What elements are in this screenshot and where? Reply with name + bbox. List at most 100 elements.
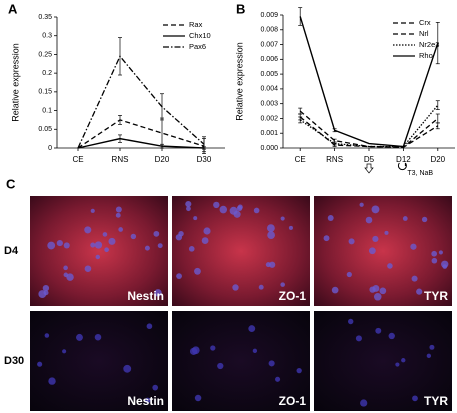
x-tick-label: D20: [430, 155, 445, 164]
nucleus: [355, 335, 362, 342]
row-label: D30: [4, 355, 24, 367]
nucleus: [153, 230, 160, 237]
x-tick-label: RNS: [112, 155, 129, 164]
micrograph: [30, 311, 168, 411]
nucleus: [44, 333, 50, 338]
y-tick-label: 0.3: [42, 33, 52, 40]
micrograph: [172, 311, 310, 411]
rotate-icon: [397, 162, 407, 171]
y-tick-label: 0.001: [260, 130, 278, 137]
y-tick-label: 0.007: [260, 41, 278, 48]
nucleus: [201, 237, 209, 244]
nucleus: [379, 287, 387, 295]
nucleus: [416, 288, 423, 295]
nucleus: [429, 344, 435, 350]
nucleus: [193, 216, 198, 221]
nucleus: [219, 205, 228, 214]
nucleus: [258, 284, 264, 290]
nucleus: [115, 212, 121, 218]
nucleus: [62, 349, 67, 354]
nucleus: [372, 235, 379, 243]
nucleus: [203, 227, 211, 235]
nucleus: [431, 250, 438, 257]
nucleus: [154, 289, 162, 297]
nucleus: [331, 286, 339, 294]
nucleus: [191, 346, 200, 355]
y-tick-label: 0: [48, 145, 52, 152]
nucleus: [194, 394, 202, 402]
y-tick-label: 0.15: [38, 89, 52, 96]
y-tick-label: 0.000: [260, 145, 278, 152]
stain-label: ZO-1: [279, 289, 307, 303]
nucleus: [123, 364, 132, 373]
nucleus: [108, 237, 116, 245]
nucleus: [66, 273, 74, 281]
legend-label: Nr2e3: [419, 40, 439, 49]
nucleus: [43, 290, 49, 296]
nucleus: [176, 273, 182, 280]
stain-label: Nestin: [127, 394, 164, 408]
x-tick-label: CE: [295, 155, 306, 164]
nucleus: [213, 201, 220, 209]
x-tick-label: D5: [364, 155, 375, 164]
nucleus: [90, 242, 96, 248]
nucleus: [236, 205, 243, 211]
nucleus: [395, 362, 400, 367]
nucleus: [412, 395, 418, 402]
nucleus: [118, 227, 123, 232]
x-tick-label: D12: [396, 155, 411, 164]
nucleus: [42, 284, 50, 292]
nucleus: [401, 358, 406, 363]
error-bar: [435, 100, 440, 110]
y-tick-label: 0.05: [38, 126, 52, 133]
stain-label: TYR: [424, 394, 448, 408]
nucleus: [188, 246, 195, 252]
nucleus: [375, 327, 382, 334]
nucleus: [63, 242, 70, 249]
nucleus: [185, 200, 192, 208]
x-tick-label: D30: [197, 155, 212, 164]
nucleus: [323, 235, 330, 242]
nucleus: [365, 216, 373, 224]
nucleus: [90, 208, 95, 213]
nucleus: [253, 207, 260, 214]
stain-label: Nestin: [127, 289, 164, 303]
nucleus: [368, 247, 376, 255]
legend-label: Rho: [419, 51, 433, 60]
y-tick-label: 0.003: [260, 101, 278, 108]
legend-label: Pax6: [189, 42, 206, 51]
micrograph: [172, 196, 310, 306]
y-axis-label: Relative expression: [234, 42, 244, 121]
y-tick-label: 0.002: [260, 115, 278, 122]
legend-label: Nrl: [419, 29, 429, 38]
nucleus: [288, 225, 293, 230]
nucleus: [275, 376, 281, 382]
x-tick-label: RNS: [326, 155, 343, 164]
panel-label: C: [6, 176, 16, 191]
series-line: [299, 116, 439, 148]
nucleus: [56, 239, 63, 247]
nucleus: [84, 265, 92, 273]
nucleus: [233, 210, 241, 218]
y-tick-label: 0.2: [42, 70, 52, 77]
nucleus: [388, 332, 395, 340]
x-tick-label: CE: [72, 155, 83, 164]
series-line: [77, 137, 205, 149]
panel-label: A: [8, 1, 18, 16]
legend-label: Crx: [419, 18, 431, 27]
nucleus: [348, 238, 355, 245]
arrow-icon: [364, 163, 374, 174]
nucleus: [115, 206, 122, 213]
nucleus: [84, 226, 92, 234]
nucleus: [296, 367, 302, 374]
micrograph: [314, 311, 452, 411]
nucleus: [95, 254, 101, 260]
nucleus: [48, 377, 56, 385]
nucleus: [387, 263, 393, 269]
nucleus: [248, 325, 256, 333]
nucleus: [421, 216, 428, 223]
nucleus: [280, 216, 285, 221]
y-tick-label: 0.008: [260, 27, 278, 34]
nucleus: [146, 323, 153, 330]
